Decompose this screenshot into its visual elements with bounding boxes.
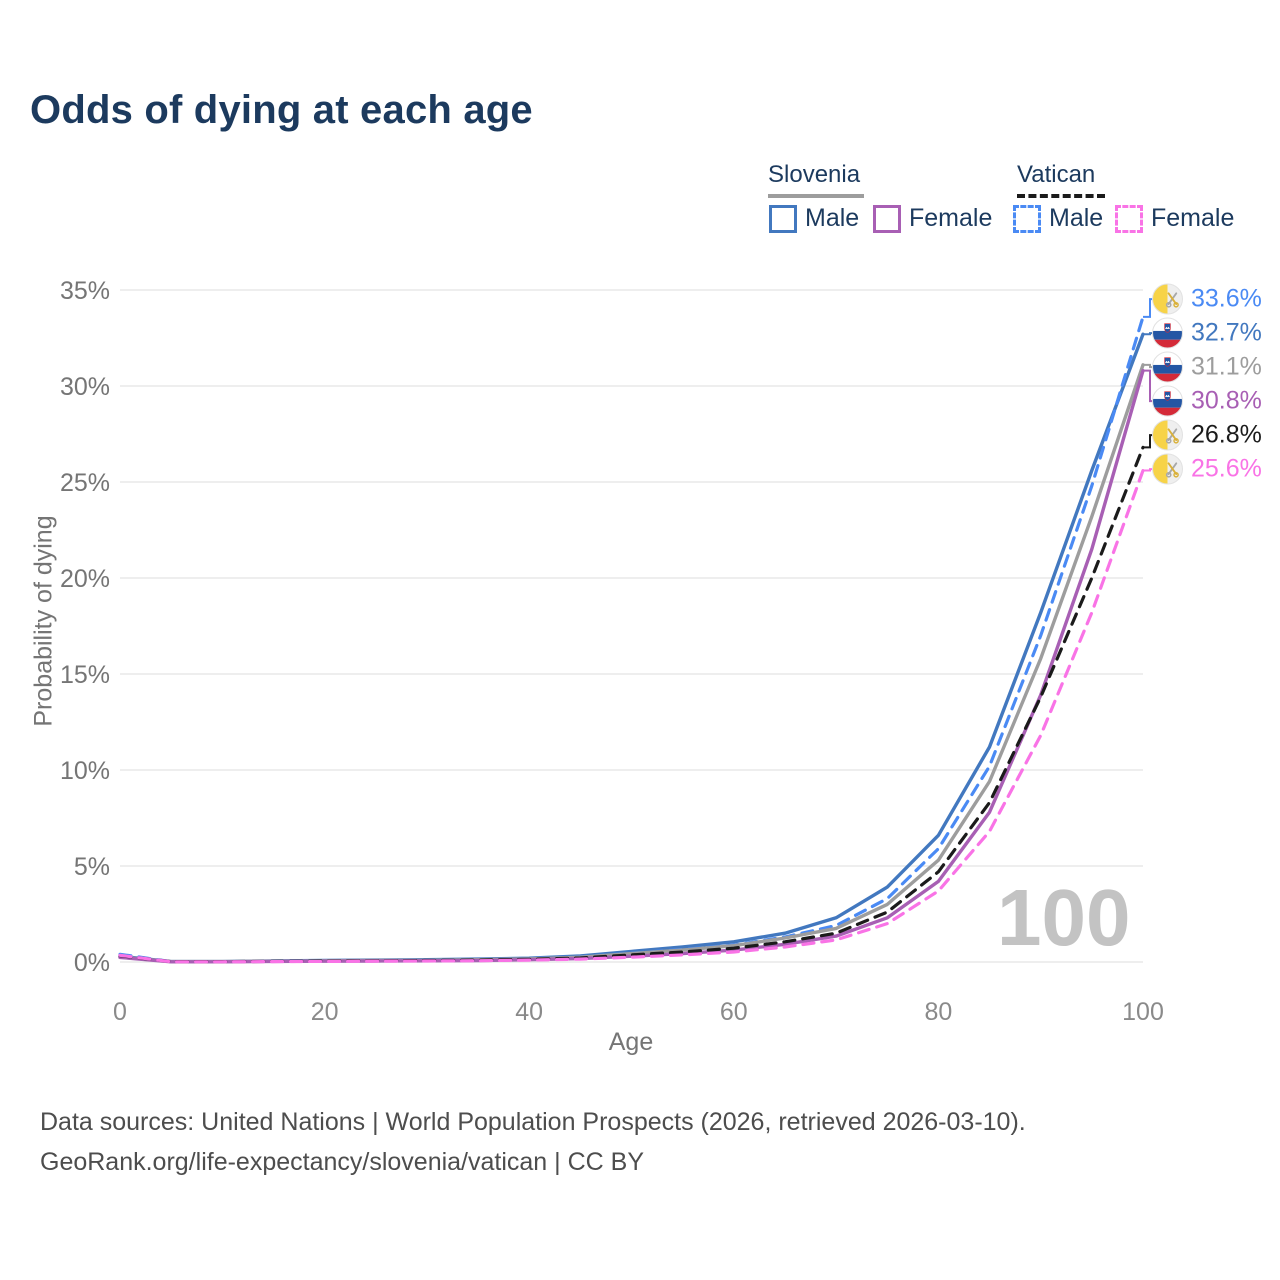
end-label-vatican-female: 25.6% xyxy=(1152,453,1262,485)
line-slovenia-female[interactable] xyxy=(118,368,1145,964)
line-slovenia-both[interactable] xyxy=(118,363,1145,964)
page-title: Odds of dying at each age xyxy=(30,88,533,132)
legend-line-swatch-vatican xyxy=(1017,190,1105,198)
y-tick-label: 20% xyxy=(60,565,110,593)
slovenia-flag-icon xyxy=(1152,385,1183,417)
end-label-vatican-male: 33.6% xyxy=(1152,283,1262,315)
vatican-flag-icon xyxy=(1152,283,1183,315)
end-value: 30.8% xyxy=(1191,386,1262,415)
y-tick-label: 5% xyxy=(74,853,110,881)
x-tick-label: 40 xyxy=(515,998,543,1026)
legend-group-vatican: Vatican xyxy=(1017,161,1105,198)
y-axis-title: Probability of dying xyxy=(29,515,58,727)
legend-item-vatican-female[interactable]: Female xyxy=(1115,204,1234,233)
legend-label: Female xyxy=(909,204,993,232)
end-label-slovenia-male: 32.7% xyxy=(1152,317,1262,349)
y-tick-label: 25% xyxy=(60,469,110,497)
vatican-male-swatch-icon xyxy=(1013,204,1041,233)
slovenia-male-swatch-icon xyxy=(769,204,797,233)
y-tick-label: 10% xyxy=(60,757,110,785)
y-tick-label: 0% xyxy=(74,949,110,977)
legend-country-vatican[interactable]: Vatican xyxy=(1017,161,1096,188)
attribution-text: GeoRank.org/life-expectancy/slovenia/vat… xyxy=(40,1148,645,1176)
legend-group-slovenia: Slovenia xyxy=(768,161,864,198)
slovenia-flag-icon xyxy=(1152,317,1183,349)
end-label-slovenia-both: 31.1% xyxy=(1152,351,1262,383)
y-tick-label: 35% xyxy=(60,277,110,305)
end-value: 31.1% xyxy=(1191,352,1262,381)
x-tick-label: 100 xyxy=(1122,998,1164,1026)
vatican-flag-icon xyxy=(1152,419,1183,451)
legend-item-slovenia-male[interactable]: Male xyxy=(769,204,859,233)
x-tick-label: 0 xyxy=(113,998,127,1026)
x-axis-title: Age xyxy=(608,1028,654,1056)
legend-item-vatican-male[interactable]: Male xyxy=(1013,204,1103,233)
legend-label: Male xyxy=(1049,204,1104,232)
legend-label: Male xyxy=(805,204,860,232)
line-vatican-female[interactable] xyxy=(118,468,1145,964)
line-vatican-male[interactable] xyxy=(118,315,1145,964)
end-value: 26.8% xyxy=(1191,420,1262,449)
end-label-vatican-both: 26.8% xyxy=(1152,419,1262,451)
vatican-flag-icon xyxy=(1152,453,1183,485)
end-value: 25.6% xyxy=(1191,454,1262,483)
legend-label: Female xyxy=(1151,204,1235,232)
x-tick-label: 20 xyxy=(311,998,339,1026)
legend-country-slovenia[interactable]: Slovenia xyxy=(768,161,861,188)
end-label-slovenia-female: 30.8% xyxy=(1152,385,1262,417)
x-tick-label: 60 xyxy=(720,998,748,1026)
x-tick-label: 80 xyxy=(924,998,952,1026)
vatican-female-swatch-icon xyxy=(1115,204,1143,233)
slovenia-female-swatch-icon xyxy=(873,204,901,233)
line-vatican-both[interactable] xyxy=(118,445,1145,964)
y-tick-label: 15% xyxy=(60,661,110,689)
line-slovenia-male[interactable] xyxy=(118,332,1145,964)
y-tick-label: 30% xyxy=(60,373,110,401)
slovenia-flag-icon xyxy=(1152,351,1183,383)
watermark-age-100: 100 xyxy=(997,873,1131,962)
end-value: 32.7% xyxy=(1191,318,1262,347)
legend-item-slovenia-female[interactable]: Female xyxy=(873,204,992,233)
end-value: 33.6% xyxy=(1191,284,1262,313)
legend-line-swatch-slovenia xyxy=(768,194,864,198)
data-sources-text: Data sources: United Nations | World Pop… xyxy=(40,1108,1026,1136)
